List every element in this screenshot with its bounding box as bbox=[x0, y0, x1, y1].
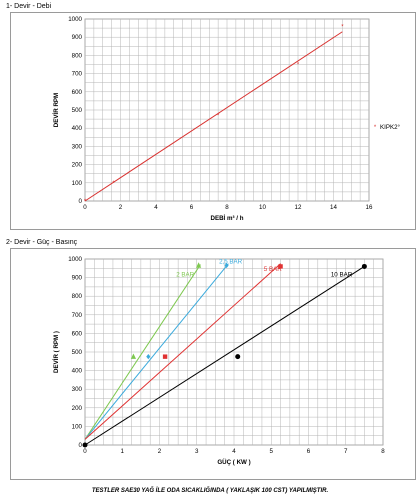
chart2-x-tick-label: 6 bbox=[307, 448, 311, 455]
chart2-series-2-bar-label: 2 BAR bbox=[176, 272, 194, 279]
chart2-y-tick-label: 100 bbox=[72, 423, 83, 430]
chart2-series-5-bar-label: 5 BAR bbox=[264, 266, 282, 273]
chart2-series-2-5-bar-label: 2,5 BAR bbox=[219, 259, 243, 266]
chart2-x-tick-label: 0 bbox=[83, 448, 87, 455]
chart1-x-tick-label: 16 bbox=[366, 204, 373, 211]
chart2-series-2-bar-line bbox=[84, 264, 201, 440]
section-title-devir-debi: 1- Devir - Debi bbox=[6, 3, 52, 10]
section-title-devir-guc-basinc: 2- Devir - Güç - Basınç bbox=[6, 239, 78, 246]
chart1-data-point: * bbox=[297, 63, 300, 69]
chart1-y-tick-label: 100 bbox=[72, 180, 83, 187]
chart2-y-tick-label: 700 bbox=[72, 312, 83, 319]
chart1-x-tick-label: 10 bbox=[259, 204, 266, 211]
chart1-x-tick-label: 8 bbox=[225, 204, 229, 211]
chart1-y-tick-label: 400 bbox=[72, 125, 83, 132]
chart2-series-2-bar-data-point bbox=[130, 353, 137, 359]
chart2-series-2-5-bar-line bbox=[84, 263, 229, 440]
chart2-y-tick-label: 400 bbox=[72, 368, 83, 375]
chart-devir-guc-basinc: 0 1 2 3 4 5 6 7 8 0 100 200 300 400 500 600 700 800 900 100… bbox=[53, 256, 385, 466]
chart2-series-10-bar-data-point bbox=[361, 263, 367, 269]
chart1-x-tick-label: 0 bbox=[83, 204, 87, 211]
chart2-series-10-bar-line bbox=[84, 266, 365, 446]
chart-frame-devir-guc-basinc: 0 1 2 3 4 5 6 7 8 0 100 200 300 400 500 600 700 800 900 100… bbox=[10, 248, 416, 480]
chart2-y-tick-label: 600 bbox=[72, 330, 83, 337]
chart2-y-tick-label: 500 bbox=[72, 349, 83, 356]
chart1-y-tick-label: 800 bbox=[72, 52, 83, 59]
chart1-data-point: * bbox=[84, 199, 87, 205]
chart2-x-axis-title: GÜÇ ( KW ) bbox=[217, 459, 250, 466]
chart2-x-tick-label: 8 bbox=[381, 448, 385, 455]
chart-devir-debi: 0 2 4 6 8 10 12 14 16 0 100 200 300 400 500 600 700 800 90… bbox=[53, 16, 401, 222]
chart2-x-tick-label: 4 bbox=[232, 448, 236, 455]
chart2-series-10-bar-data-point bbox=[82, 442, 88, 448]
chart1-data-point: * bbox=[112, 181, 115, 187]
chart1-data-point: * bbox=[217, 113, 220, 119]
chart1-x-tick-label: 4 bbox=[154, 204, 158, 211]
chart2-y-tick-label: 800 bbox=[72, 293, 83, 300]
chart1-x-tick-label: 12 bbox=[295, 204, 302, 211]
chart1-legend-marker: * bbox=[374, 125, 377, 131]
chart2-y-tick-label: 900 bbox=[72, 275, 83, 282]
chart2-series-5-bar-data-point bbox=[278, 264, 283, 269]
chart1-legend-label: KIPK2° bbox=[380, 124, 401, 131]
chart1-x-axis-title: DEBİ m³ / h bbox=[210, 215, 243, 222]
chart2-series-2-5-bar-data-point bbox=[224, 262, 229, 269]
chart2-x-tick-label: 5 bbox=[270, 448, 274, 455]
chart1-x-tick-label: 6 bbox=[190, 204, 194, 211]
chart2-series-10-bar-data-point bbox=[235, 354, 241, 360]
chart1-y-tick-label: 300 bbox=[72, 143, 83, 150]
chart2-series-5-bar-line bbox=[84, 263, 281, 440]
chart2-y-tick-label: 0 bbox=[79, 442, 83, 449]
chart-frame-devir-debi: 0 2 4 6 8 10 12 14 16 0 100 200 300 400 500 600 700 800 90… bbox=[10, 12, 416, 230]
chart2-x-tick-label: 3 bbox=[195, 448, 199, 455]
chart1-y-axis-title: DEVİR RPM bbox=[53, 93, 60, 127]
chart1-y-tick-label: 900 bbox=[72, 34, 83, 41]
chart1-x-tick-label: 2 bbox=[119, 204, 123, 211]
chart2-y-tick-label: 300 bbox=[72, 386, 83, 393]
chart2-y-tick-label: 200 bbox=[72, 405, 83, 412]
chart1-y-tick-label: 0 bbox=[79, 198, 83, 205]
chart2-series-2-bar-data-point bbox=[196, 262, 202, 268]
chart1-series-line bbox=[84, 31, 343, 202]
chart1-y-tick-label: 1000 bbox=[68, 16, 82, 23]
chart2-x-tick-label: 1 bbox=[121, 448, 125, 455]
chart2-y-tick-label: 1000 bbox=[68, 256, 82, 263]
chart1-y-tick-label: 200 bbox=[72, 162, 83, 169]
chart1-y-tick-label: 500 bbox=[72, 107, 83, 114]
chart1-data-point: * bbox=[341, 24, 344, 30]
chart2-y-axis-title: DEVİR ( RPM ) bbox=[53, 331, 60, 373]
chart2-x-tick-label: 2 bbox=[158, 448, 162, 455]
chart2-x-tick-label: 7 bbox=[344, 448, 348, 455]
chart2-series-10-bar-label: 10 BAR bbox=[331, 272, 353, 279]
chart1-y-tick-label: 600 bbox=[72, 89, 83, 96]
footer-note: TESTLER SAE30 YAĞ İLE ODA SICAKLIĞINDA (… bbox=[91, 488, 329, 494]
chart1-x-tick-label: 14 bbox=[330, 204, 337, 211]
chart2-series-5-bar-data-point bbox=[162, 354, 168, 359]
chart1-y-tick-label: 700 bbox=[72, 71, 83, 78]
